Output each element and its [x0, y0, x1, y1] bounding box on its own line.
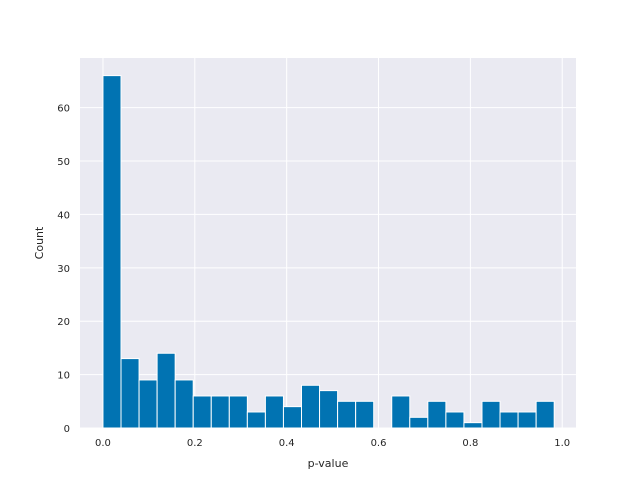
histogram-bar	[499, 411, 519, 429]
histogram-bar	[210, 395, 230, 429]
bars	[102, 75, 555, 429]
histogram-bar	[517, 411, 537, 429]
x-tick-label: 0.2	[187, 438, 203, 449]
y-tick-label: 40	[57, 210, 70, 221]
histogram-bar	[535, 400, 555, 429]
histogram-bar	[282, 406, 303, 429]
y-axis-label: Count	[33, 226, 46, 259]
histogram-bar	[246, 411, 266, 429]
histogram-bar	[337, 400, 357, 429]
histogram-bar	[120, 358, 140, 429]
histogram-bar	[264, 395, 284, 429]
x-tick-label: 0.8	[462, 438, 478, 449]
x-axis-ticks: 0.0 0.2 0.4 0.6 0.8 1.0	[95, 438, 570, 449]
histogram-bar	[301, 384, 321, 429]
y-tick-label: 20	[57, 317, 70, 328]
histogram-bar	[228, 395, 248, 429]
y-tick-label: 0	[64, 424, 70, 435]
histogram-bar	[391, 395, 411, 429]
histogram-bar	[427, 400, 447, 429]
histogram-bar	[174, 379, 194, 429]
y-tick-label: 60	[57, 104, 70, 115]
grid-lines	[80, 58, 576, 429]
y-tick-label: 30	[57, 264, 70, 275]
histogram-bar	[355, 400, 375, 429]
histogram-bar	[192, 395, 212, 429]
y-axis-ticks: 0 10 20 30 40 50 60	[57, 104, 70, 435]
x-tick-label: 0.4	[279, 438, 295, 449]
histogram-bar	[138, 379, 158, 429]
x-tick-label: 0.0	[95, 438, 111, 449]
histogram-bar	[481, 400, 501, 429]
x-tick-label: 0.6	[371, 438, 387, 449]
y-tick-label: 10	[57, 371, 70, 382]
x-tick-label: 1.0	[554, 438, 570, 449]
histogram-bar	[156, 352, 176, 429]
histogram-bar	[102, 75, 122, 429]
histogram-bar	[409, 416, 429, 429]
y-tick-label: 50	[57, 157, 70, 168]
histogram-bar	[319, 390, 339, 429]
x-axis-label: p-value	[308, 457, 349, 470]
histogram-bar	[445, 411, 465, 429]
plot-area	[80, 58, 576, 428]
histogram-bar	[463, 422, 483, 429]
